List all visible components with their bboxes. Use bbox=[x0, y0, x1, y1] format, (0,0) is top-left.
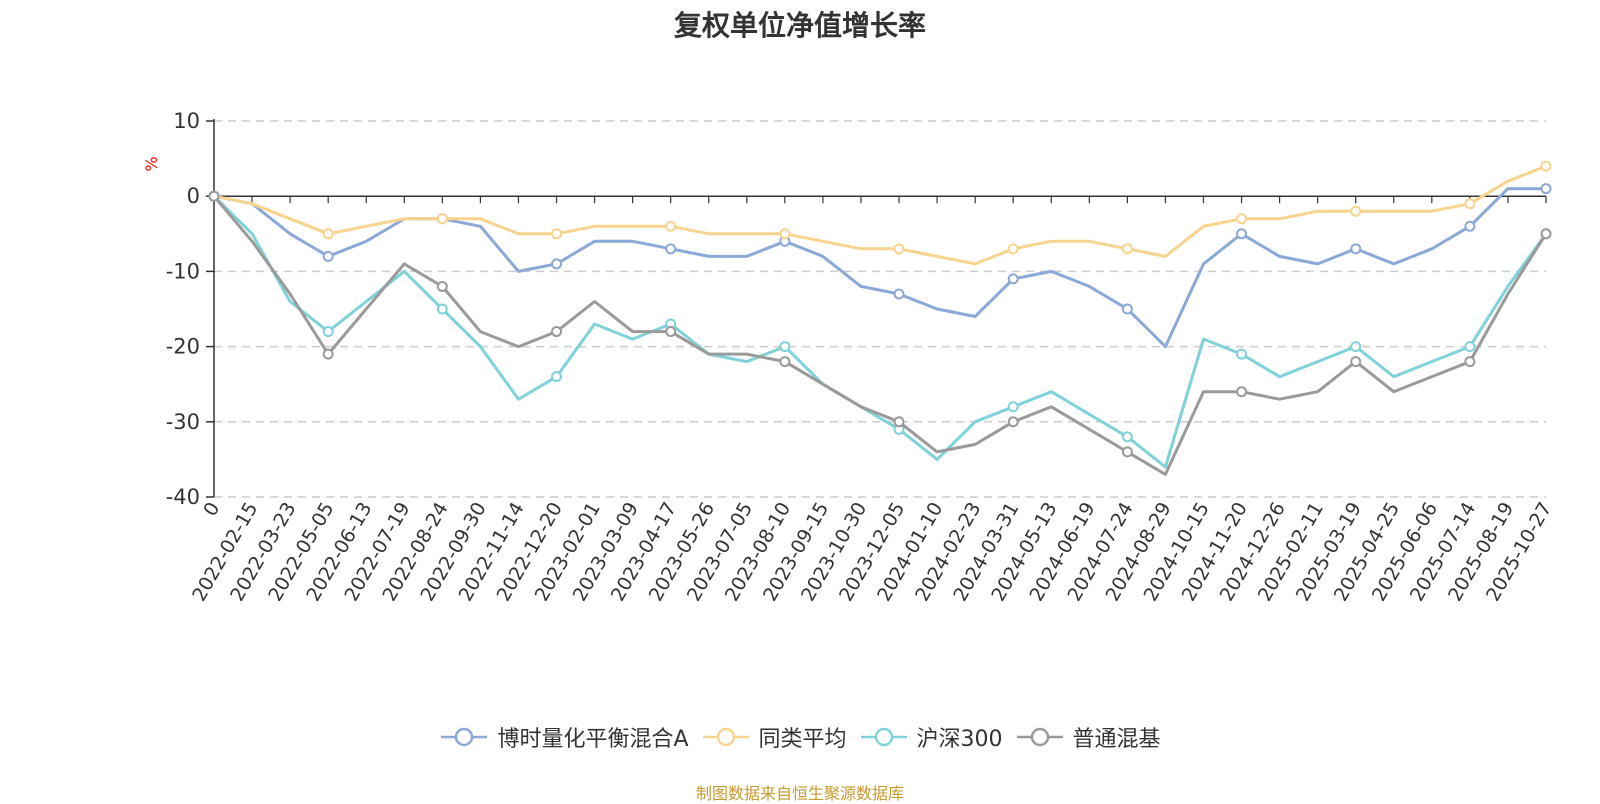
legend: 博时量化平衡混合A 同类平均 沪深300 普通混基 bbox=[0, 721, 1600, 754]
axes bbox=[206, 119, 1547, 498]
chart-title: 复权单位净值增长率 bbox=[673, 9, 926, 42]
series-point bbox=[1007, 401, 1019, 413]
grid-lines bbox=[214, 120, 1546, 498]
series-point bbox=[1350, 205, 1362, 217]
legend-swatch-icon bbox=[441, 727, 488, 747]
legend-label: 普通混基 bbox=[1072, 727, 1161, 752]
series-point bbox=[551, 326, 563, 338]
series-point bbox=[665, 243, 677, 255]
legend-swatch-icon bbox=[1016, 727, 1063, 747]
series-point bbox=[436, 213, 448, 225]
series-point bbox=[1540, 183, 1552, 195]
legend-swatch-icon bbox=[702, 727, 749, 747]
series-point bbox=[551, 371, 563, 383]
y-axis-label: % bbox=[142, 156, 161, 171]
y-tick-label: -20 bbox=[166, 335, 200, 359]
series-point bbox=[1350, 356, 1362, 368]
series-point bbox=[322, 250, 334, 262]
series-lines bbox=[208, 160, 1552, 476]
series-point bbox=[665, 326, 677, 338]
series-point bbox=[208, 190, 220, 202]
series-line-1 bbox=[213, 164, 1547, 266]
tick-labels: 100-10-20-30-4002022-02-152022-03-232022… bbox=[142, 109, 1556, 605]
legend-label: 同类平均 bbox=[758, 727, 847, 752]
series-point bbox=[1236, 386, 1248, 398]
series-point bbox=[1464, 198, 1476, 210]
series-point bbox=[322, 228, 334, 240]
series-point bbox=[779, 341, 791, 353]
y-tick-label: -40 bbox=[166, 485, 200, 509]
series-point bbox=[1007, 273, 1019, 285]
series-point bbox=[1236, 213, 1248, 225]
series-point bbox=[436, 280, 448, 292]
series-point bbox=[1464, 220, 1476, 232]
y-tick-label: -30 bbox=[166, 410, 200, 434]
series-point bbox=[1540, 228, 1552, 240]
series-point bbox=[779, 356, 791, 368]
source-note: 制图数据来自恒生聚源数据库 bbox=[695, 784, 904, 803]
series-point bbox=[893, 243, 905, 255]
legend-label: 沪深300 bbox=[916, 727, 1003, 752]
series-point bbox=[665, 220, 677, 232]
series-point bbox=[1350, 341, 1362, 353]
line-chart: 100-10-20-30-4002022-02-152022-03-232022… bbox=[142, 109, 1556, 605]
legend-label: 博时量化平衡混合A bbox=[497, 727, 689, 752]
x-tick-label: 0 bbox=[199, 499, 224, 520]
y-tick-label: 10 bbox=[173, 109, 200, 133]
legend-item-2[interactable]: 沪深300 bbox=[859, 721, 1003, 753]
series-point bbox=[1236, 228, 1248, 240]
series-point bbox=[322, 326, 334, 338]
series-point bbox=[1236, 348, 1248, 360]
series-point bbox=[1007, 243, 1019, 255]
series-point bbox=[1464, 356, 1476, 368]
series-line-3 bbox=[212, 195, 1548, 476]
series-point bbox=[779, 228, 791, 240]
y-tick-label: -10 bbox=[166, 259, 200, 283]
series-point bbox=[1121, 243, 1133, 255]
y-tick-label: 0 bbox=[187, 184, 200, 208]
series-point bbox=[436, 303, 448, 315]
legend-swatch-icon bbox=[860, 727, 907, 747]
series-point bbox=[1540, 160, 1552, 172]
legend-item-1[interactable]: 同类平均 bbox=[701, 721, 847, 753]
legend-item-0[interactable]: 博时量化平衡混合A bbox=[439, 721, 689, 753]
series-point bbox=[893, 288, 905, 300]
series-point bbox=[551, 258, 563, 270]
series-point bbox=[551, 228, 563, 240]
series-point bbox=[893, 416, 905, 428]
series-point bbox=[1121, 446, 1133, 458]
series-point bbox=[1121, 303, 1133, 315]
series-point bbox=[322, 348, 334, 360]
series-point bbox=[1464, 341, 1476, 353]
series-line-2 bbox=[212, 195, 1548, 469]
series-point bbox=[1350, 243, 1362, 255]
series-point bbox=[1121, 431, 1133, 443]
legend-item-3[interactable]: 普通混基 bbox=[1015, 721, 1161, 753]
series-point bbox=[1007, 416, 1019, 428]
